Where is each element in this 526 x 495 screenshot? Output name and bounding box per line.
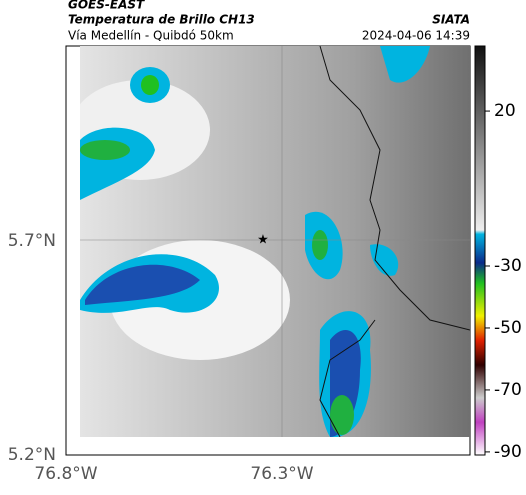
colorbar-tick-label: 20 [494,101,516,121]
lat-label: 5.2°N [8,445,56,465]
subtitle: Temperatura de Brillo CH13 [68,13,255,27]
location: Vía Medellín - Quibdó 50km [68,29,234,43]
colorbar-tick-label: -90 [494,442,522,462]
lat-label: 5.7°N [8,231,56,251]
datetime: 2024-04-06 14:39 [362,29,470,43]
lon-label: 76.8°W [34,464,97,484]
svg-text:★: ★ [257,233,269,248]
satellite-image: ★ [80,46,470,437]
colorbar-tick-label: -70 [494,380,522,400]
colorbar-tick-label: -30 [494,256,522,276]
lon-label: 76.3°W [250,464,313,484]
colorbar [474,45,486,456]
title: GOES-EAST [68,0,145,12]
colorbar-tick-label: -50 [494,318,522,338]
brand: SIATA [432,13,470,27]
